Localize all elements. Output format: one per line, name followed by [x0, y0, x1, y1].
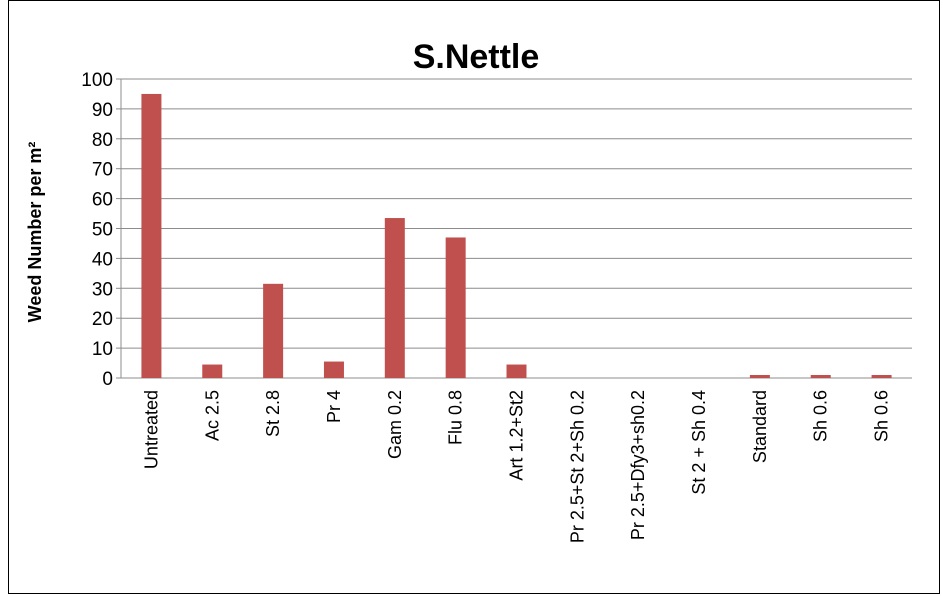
- x-tick-label: St 2.8: [263, 390, 283, 437]
- y-tick-label: 0: [102, 369, 113, 390]
- x-tick-label: Pr 2.5+Dfy3+sh0.2: [628, 390, 648, 540]
- bar: [749, 375, 770, 378]
- y-tick-label: 90: [92, 100, 113, 121]
- x-tick-label: Ac 2.5: [202, 390, 222, 441]
- x-tick-label: Untreated: [141, 390, 161, 469]
- y-tick-label: 30: [92, 279, 113, 300]
- y-tick-label: 50: [92, 220, 113, 241]
- gridlines: [116, 78, 912, 379]
- x-tick-label: Sh 0.6: [811, 390, 831, 442]
- bar: [202, 364, 223, 378]
- x-tick-label: Art 1.2+St2: [507, 390, 527, 481]
- x-tick-label: Sh 0.6: [872, 390, 892, 442]
- x-tick-label: Pr 2.5+St 2+Sh 0.2: [567, 390, 587, 543]
- y-axis-label: Weed Number per m²: [25, 142, 45, 323]
- x-tick-label: Standard: [750, 390, 770, 463]
- x-tick-label: Pr 4: [324, 390, 344, 423]
- bar: [141, 93, 162, 378]
- x-tick-label: Gam 0.2: [385, 390, 405, 459]
- bars: [141, 93, 892, 378]
- bar: [871, 375, 892, 378]
- chart-title: S.Nettle: [413, 38, 540, 76]
- x-tick-label: Flu 0.8: [446, 390, 466, 445]
- y-tick-label: 100: [81, 70, 113, 91]
- y-tick-label: 60: [92, 190, 113, 211]
- y-tick-label: 40: [92, 249, 113, 270]
- bar: [445, 237, 466, 378]
- bar: [506, 364, 527, 378]
- chart-frame: [8, 0, 940, 594]
- bar: [384, 218, 405, 378]
- x-axis-ticks: Untreated Ac 2.5 St 2.8 Pr 4 Gam 0.2 Flu 0.8 A…: [141, 390, 891, 543]
- y-tick-label: 10: [92, 339, 113, 360]
- bar: [810, 375, 831, 378]
- y-tick-label: 80: [92, 130, 113, 151]
- y-tick-label: 20: [92, 309, 113, 330]
- y-tick-label: 70: [92, 160, 113, 181]
- x-tick-label: St 2 + Sh 0.4: [689, 390, 709, 495]
- bar: [323, 361, 344, 378]
- bar: [263, 283, 284, 378]
- y-axis-ticks: 0 10 20 30 40 50 60 70 80 90 100: [81, 70, 113, 390]
